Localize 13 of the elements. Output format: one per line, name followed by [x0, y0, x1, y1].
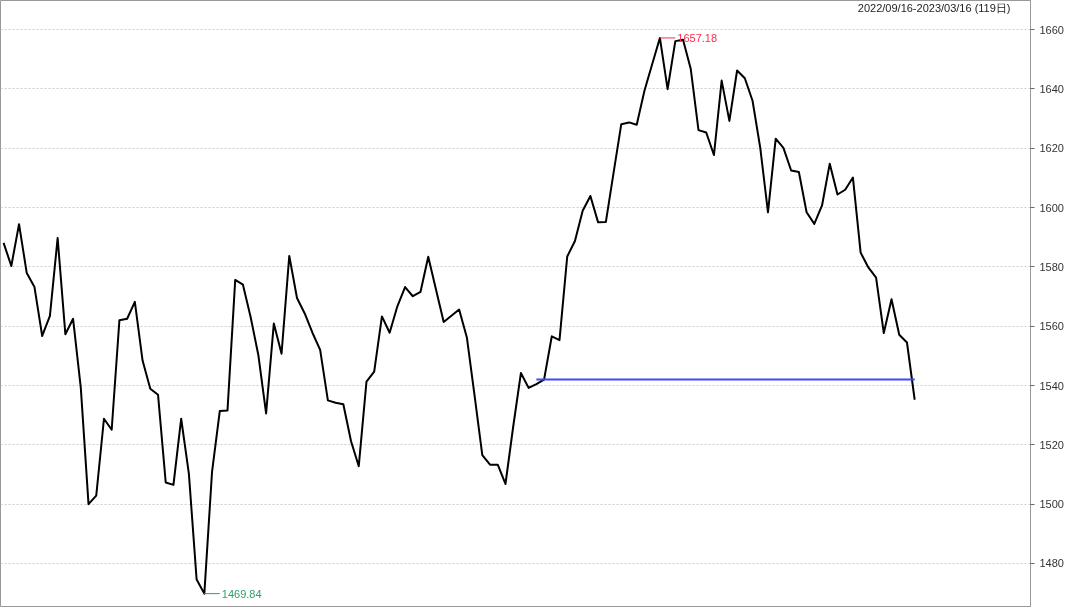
- y-tick-label: 1540: [1039, 379, 1064, 392]
- y-tick-label: 1660: [1039, 23, 1064, 36]
- y-tick-label: 1600: [1039, 201, 1064, 214]
- y-tick-label: 1580: [1039, 260, 1064, 273]
- y-tick-label: 1500: [1039, 498, 1064, 511]
- y-tick-label: 1620: [1039, 142, 1064, 155]
- y-tick-label: 1520: [1039, 438, 1064, 451]
- annotation: 2022/09/16-2023/03/16 (119日): [857, 1, 1011, 14]
- y-tick-label: 1640: [1039, 82, 1064, 95]
- y-tick-label: 1480: [1039, 557, 1064, 570]
- annotation: 1657.18: [677, 31, 718, 44]
- annotation: 1469.84: [221, 587, 262, 600]
- y-tick-label: 1560: [1039, 320, 1064, 333]
